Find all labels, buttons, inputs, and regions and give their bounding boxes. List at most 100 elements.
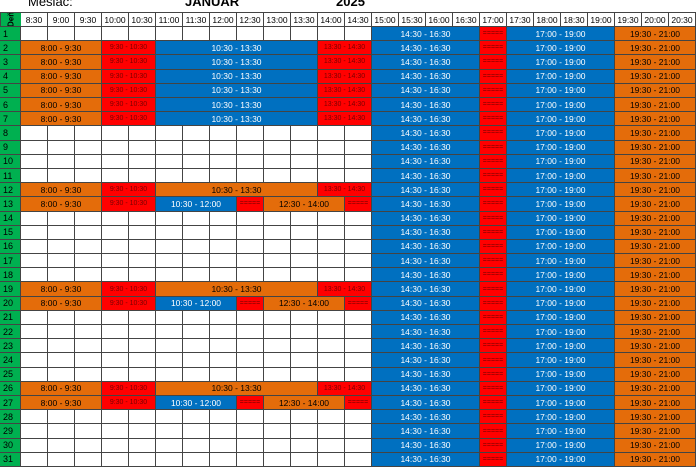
empty-cell — [75, 268, 102, 283]
empty-cell — [48, 438, 75, 453]
time-slot: 17:00 - 19:00 — [507, 154, 615, 169]
time-slot: 14:30 - 16:30 — [372, 183, 480, 198]
time-slot: 19:30 - 21:00 — [615, 55, 696, 70]
empty-cell — [48, 239, 75, 255]
time-slot: 14:30 - 16:30 — [372, 381, 480, 397]
empty-cell — [48, 452, 75, 467]
time-slot: 10:30 - 13:30 — [156, 282, 318, 297]
empty-cell — [129, 140, 156, 155]
empty-cell — [129, 225, 156, 240]
empty-cell — [102, 254, 129, 269]
empty-cell — [345, 225, 372, 240]
empty-cell — [102, 140, 129, 155]
time-slot: 10:30 - 13:30 — [156, 112, 318, 127]
empty-cell — [210, 424, 237, 439]
empty-cell — [75, 353, 102, 368]
empty-cell — [264, 410, 291, 425]
empty-cell — [75, 310, 102, 326]
time-slot: 14:30 - 16:30 — [372, 282, 480, 297]
time-slot: 17:00 - 19:00 — [507, 367, 615, 382]
empty-cell — [48, 339, 75, 354]
empty-cell — [156, 424, 183, 439]
day-number: 22 — [0, 325, 21, 340]
time-slot: 8:00 - 9:30 — [21, 183, 102, 198]
empty-cell — [264, 325, 291, 340]
time-slot: 14:30 - 16:30 — [372, 410, 480, 425]
time-header: 20:30 — [669, 12, 696, 27]
break-slot: ===== — [480, 381, 507, 397]
empty-cell — [318, 211, 345, 226]
time-slot: 8:00 - 9:30 — [21, 296, 102, 311]
empty-cell — [75, 339, 102, 354]
empty-cell — [48, 353, 75, 368]
time-slot: 14:30 - 16:30 — [372, 97, 480, 113]
break-slot: ===== — [480, 452, 507, 467]
empty-cell — [183, 424, 210, 439]
empty-cell — [21, 126, 48, 141]
break-slot: ===== — [480, 83, 507, 98]
time-header: 12:30 — [237, 12, 264, 27]
break-slot: ===== — [480, 367, 507, 382]
break-slot: 9:30 - 10:30 — [102, 97, 156, 113]
empty-cell — [102, 325, 129, 340]
time-slot: 14:30 - 16:30 — [372, 197, 480, 212]
empty-cell — [156, 126, 183, 141]
time-slot: 19:30 - 21:00 — [615, 424, 696, 439]
empty-cell — [291, 168, 318, 184]
empty-cell — [291, 353, 318, 368]
empty-cell — [156, 154, 183, 169]
empty-cell — [156, 211, 183, 226]
empty-cell — [264, 154, 291, 169]
empty-cell — [129, 353, 156, 368]
empty-cell — [75, 325, 102, 340]
empty-cell — [75, 452, 102, 467]
time-slot: 19:30 - 21:00 — [615, 126, 696, 141]
empty-cell — [21, 211, 48, 226]
time-slot: 8:00 - 9:30 — [21, 69, 102, 84]
time-slot: 14:30 - 16:30 — [372, 424, 480, 439]
empty-cell — [156, 27, 183, 42]
empty-cell — [21, 140, 48, 155]
empty-cell — [183, 268, 210, 283]
empty-cell — [48, 154, 75, 169]
empty-cell — [264, 438, 291, 453]
empty-cell — [183, 154, 210, 169]
day-number: 29 — [0, 424, 21, 439]
empty-cell — [75, 168, 102, 184]
time-slot: 17:00 - 19:00 — [507, 112, 615, 127]
time-slot: 10:30 - 13:30 — [156, 41, 318, 56]
time-slot: 17:00 - 19:00 — [507, 69, 615, 84]
break-slot: 9:30 - 10:30 — [102, 197, 156, 212]
empty-cell — [264, 239, 291, 255]
empty-cell — [48, 325, 75, 340]
time-slot: 19:30 - 21:00 — [615, 438, 696, 453]
time-header: 11:30 — [183, 12, 210, 27]
empty-cell — [345, 211, 372, 226]
empty-cell — [102, 424, 129, 439]
empty-cell — [264, 211, 291, 226]
time-slot: 17:00 - 19:00 — [507, 27, 615, 42]
day-number: 12 — [0, 183, 21, 198]
time-slot: 19:30 - 21:00 — [615, 83, 696, 98]
empty-cell — [21, 339, 48, 354]
empty-cell — [264, 225, 291, 240]
empty-cell — [75, 438, 102, 453]
time-header: 12:00 — [210, 12, 237, 27]
empty-cell — [156, 239, 183, 255]
break-slot: ===== — [480, 41, 507, 56]
empty-cell — [237, 325, 264, 340]
empty-cell — [237, 27, 264, 42]
break-slot: 9:30 - 10:30 — [102, 83, 156, 98]
break-slot: ===== — [237, 396, 264, 411]
empty-cell — [291, 438, 318, 453]
empty-cell — [156, 410, 183, 425]
break-slot: ===== — [480, 168, 507, 184]
empty-cell — [210, 452, 237, 467]
time-slot: 17:00 - 19:00 — [507, 55, 615, 70]
empty-cell — [345, 410, 372, 425]
empty-cell — [48, 225, 75, 240]
empty-cell — [183, 438, 210, 453]
break-slot: ===== — [480, 438, 507, 453]
break-slot: ===== — [480, 239, 507, 255]
empty-cell — [237, 225, 264, 240]
